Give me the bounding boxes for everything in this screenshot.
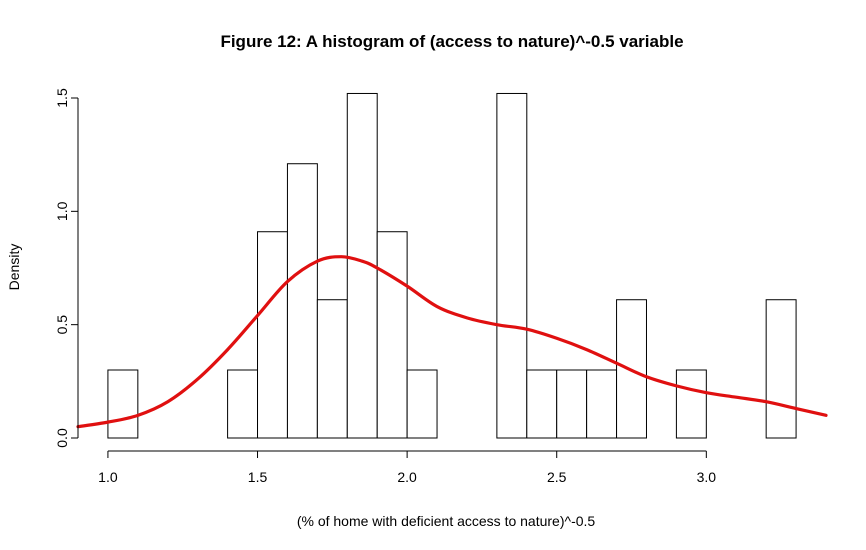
histogram-bar — [257, 231, 288, 439]
x-tick-label: 2.5 — [547, 469, 567, 485]
x-axis: 1.0 1.5 2.0 2.5 3.0 — [98, 450, 717, 485]
y-axis: 0.0 0.5 1.0 1.5 — [54, 88, 79, 448]
density-curve — [76, 255, 828, 429]
chart-title: Figure 12: A histogram of (access to nat… — [220, 32, 683, 51]
x-tick-label: 1.5 — [248, 469, 268, 485]
histogram-bar — [107, 369, 139, 439]
histogram-bar — [227, 369, 259, 439]
histogram-bar — [765, 299, 797, 439]
histogram-bar — [406, 369, 438, 439]
y-tick-label: 0.0 — [54, 428, 70, 448]
y-tick-label: 1.5 — [54, 88, 70, 108]
histogram-bar — [286, 163, 318, 439]
histogram-bar — [496, 92, 528, 439]
y-tick-label: 1.0 — [54, 201, 70, 221]
y-tick-label: 0.5 — [54, 315, 70, 335]
histogram-bars — [107, 92, 797, 439]
histogram-bar — [556, 369, 588, 439]
histogram-bar — [526, 369, 558, 439]
x-tick-label: 2.0 — [397, 469, 417, 485]
x-tick-label: 1.0 — [98, 469, 118, 485]
histogram-bar — [586, 369, 618, 439]
y-axis-label: Density — [6, 244, 22, 291]
histogram-bar — [376, 231, 408, 439]
x-axis-label: (% of home with deficient access to natu… — [297, 513, 596, 529]
histogram-bar — [316, 299, 348, 439]
x-tick-label: 3.0 — [697, 469, 717, 485]
histogram-bar — [675, 369, 707, 439]
